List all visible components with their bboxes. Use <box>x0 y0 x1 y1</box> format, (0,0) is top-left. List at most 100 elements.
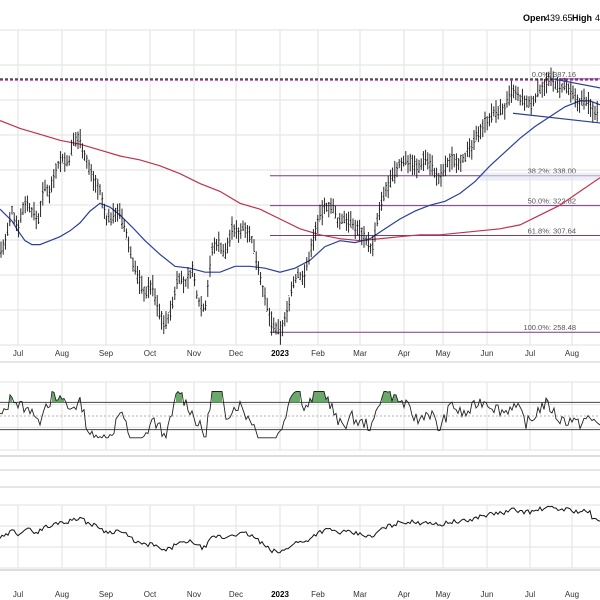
ohlc-bar <box>191 261 194 277</box>
ohlc-bar <box>149 280 152 295</box>
ohlc-bar <box>8 212 11 227</box>
ohlc-bar <box>404 151 407 166</box>
ohlc-bar <box>385 181 387 197</box>
ohlc-bar <box>215 238 218 251</box>
ohlc-bar <box>17 220 20 238</box>
ohlc-bar <box>105 213 108 226</box>
ohlc-bar <box>173 286 176 301</box>
ohlc-bar <box>235 220 238 239</box>
ohlc-bar <box>15 215 18 232</box>
price-ohlc-bars <box>0 67 599 345</box>
ohlc-bar <box>374 222 376 242</box>
ohlc-bar <box>77 131 79 150</box>
ohlc-bar <box>184 278 187 287</box>
x-tick-label: Jun <box>481 590 494 599</box>
x-tick-label: Jul <box>13 349 23 358</box>
ohlc-bar <box>257 261 260 275</box>
ohlc-bar <box>226 237 229 254</box>
ohlc-bar <box>543 78 546 97</box>
x-tick-label: Feb <box>311 590 325 599</box>
ohlc-bar <box>202 303 205 312</box>
x-tick-label: Jun <box>481 349 494 358</box>
ohlc-bar <box>237 227 240 243</box>
ohlc-bar <box>380 191 383 211</box>
ohlc-bar <box>28 203 31 213</box>
x-tick-label: Jul <box>13 590 23 599</box>
ohlc-bar <box>189 269 192 279</box>
ohlc-bar <box>288 295 291 312</box>
ohlc-bar <box>222 244 225 257</box>
ohlc-bar <box>61 153 64 164</box>
ohlc-bar <box>365 235 368 246</box>
ohlc-bar <box>57 161 60 169</box>
ohlc-bar <box>402 155 405 167</box>
ohlc-bar <box>83 150 86 161</box>
fib-label-0: 0.0%: 387.16 <box>532 70 576 79</box>
momentum-panel-grid <box>0 381 600 451</box>
ohlc-bar <box>413 155 416 175</box>
ohlc-bar <box>63 152 66 172</box>
ohlc-bar <box>451 146 453 170</box>
ohlc-bar <box>468 138 471 158</box>
x-tick-label: Nov <box>187 590 201 599</box>
ohlc-bar <box>70 139 73 156</box>
x-tick-label: Aug <box>55 590 69 599</box>
ohlc-bar <box>209 255 211 277</box>
ohlc-bar <box>204 300 207 311</box>
momentum-overbought-fill <box>212 391 222 403</box>
ohlc-bar <box>169 300 172 321</box>
ohlc-bar <box>510 80 513 103</box>
ohlc-bar <box>418 159 420 173</box>
ohlc-bar <box>140 275 143 294</box>
moving-average-long <box>0 120 600 242</box>
ohlc-bar <box>55 163 57 179</box>
relative-panel-x-labels: Jul Aug Sep Oct Nov Dec 2023 Feb Mar Apr May Jun Jul… <box>13 590 579 599</box>
ohlc-bar <box>360 227 363 246</box>
ohlc-bar <box>596 100 599 122</box>
fib-label-1: 38.2%: 338.00 <box>528 167 576 176</box>
x-tick-label: Sep <box>99 349 114 358</box>
ohlc-bar <box>376 212 379 227</box>
ohlc-bar <box>470 140 473 160</box>
ohlc-bar <box>261 285 264 298</box>
ohlc-bar <box>99 184 101 196</box>
ohlc-bar <box>305 257 308 271</box>
ohlc-bar <box>220 242 222 254</box>
ohlc-bar <box>459 154 462 172</box>
ohlc-bar <box>143 286 145 302</box>
fib-label-2: 50.0%: 322.82 <box>528 197 576 206</box>
ohlc-bar <box>576 94 579 112</box>
ohlc-bar <box>268 307 271 327</box>
ohlc-bar <box>85 154 88 169</box>
ohlc-bar <box>484 111 486 133</box>
ohlc-bar <box>121 208 123 229</box>
ohlc-bar <box>59 151 62 173</box>
ohlc-bar <box>233 224 236 238</box>
ohlc-bar <box>437 172 440 185</box>
ohlc-bar <box>591 102 594 123</box>
ohlc-bar <box>41 182 44 206</box>
header-open-label: Open <box>523 13 546 23</box>
ohlc-bar <box>514 85 517 101</box>
ohlc-bar <box>162 315 165 335</box>
ohlc-bar <box>96 178 99 200</box>
momentum-line <box>0 390 600 440</box>
ohlc-bar <box>22 202 24 215</box>
ohlc-bar <box>92 170 95 191</box>
ohlc-bar <box>156 295 159 317</box>
ohlc-bar <box>336 217 339 228</box>
ohlc-bar <box>114 207 117 222</box>
ohlc-bar <box>325 202 328 212</box>
ohlc-bar <box>422 151 425 172</box>
ohlc-bar <box>277 319 280 335</box>
ohlc-bar <box>585 96 588 107</box>
ohlc-bar <box>369 243 372 254</box>
ohlc-bar <box>303 264 306 288</box>
momentum-overbought-fill <box>176 391 182 403</box>
ohlc-bar <box>74 132 77 147</box>
ohlc-bar <box>103 203 106 219</box>
ohlc-bar <box>341 213 343 224</box>
ohlc-bar <box>30 207 33 218</box>
ohlc-bar <box>195 290 198 299</box>
